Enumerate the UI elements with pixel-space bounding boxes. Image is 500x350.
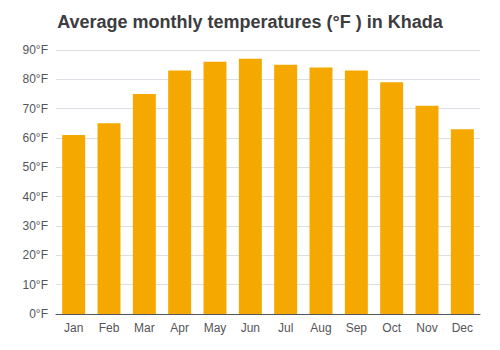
svg-text:0°F: 0°F	[29, 307, 48, 321]
svg-text:Oct: Oct	[382, 321, 401, 335]
svg-text:Feb: Feb	[99, 321, 120, 335]
svg-text:10°F: 10°F	[23, 278, 48, 292]
svg-text:40°F: 40°F	[23, 190, 48, 204]
svg-text:May: May	[204, 321, 227, 335]
svg-text:30°F: 30°F	[23, 219, 48, 233]
svg-text:20°F: 20°F	[23, 248, 48, 262]
svg-text:Apr: Apr	[170, 321, 189, 335]
svg-text:Dec: Dec	[452, 321, 473, 335]
svg-text:90°F: 90°F	[23, 43, 48, 57]
svg-text:50°F: 50°F	[23, 160, 48, 174]
svg-text:Jan: Jan	[64, 321, 83, 335]
svg-text:Nov: Nov	[416, 321, 437, 335]
svg-text:60°F: 60°F	[23, 131, 48, 145]
svg-text:80°F: 80°F	[23, 72, 48, 86]
svg-text:Jul: Jul	[278, 321, 293, 335]
svg-text:Aug: Aug	[310, 321, 331, 335]
svg-text:Mar: Mar	[134, 321, 155, 335]
svg-text:Average monthly temperatures (: Average monthly temperatures (°F ) in Kh…	[57, 12, 444, 32]
svg-text:Jun: Jun	[241, 321, 260, 335]
svg-text:Sep: Sep	[346, 321, 368, 335]
svg-text:70°F: 70°F	[23, 102, 48, 116]
